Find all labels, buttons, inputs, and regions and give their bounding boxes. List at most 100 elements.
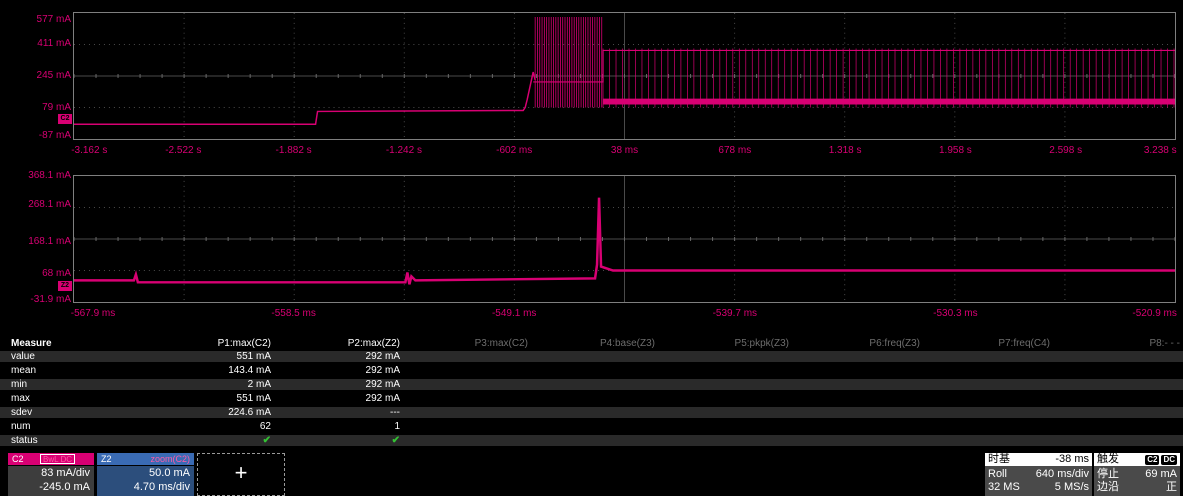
z2-trace <box>74 197 1175 285</box>
trigger-title: 触发 <box>1097 453 1119 465</box>
x-tick-label: -558.5 ms <box>271 308 316 319</box>
x-tick-label: -1.242 s <box>385 145 422 156</box>
c2-offset: -245.0 mA <box>39 481 90 493</box>
p2-sdev-value: --- <box>390 407 400 418</box>
zoom-grid-panel[interactable]: 368.1 mA 268.1 mA 168.1 mA 68 mA -31.9 m… <box>0 158 1183 325</box>
x-tick-label: -602 ms <box>496 145 533 156</box>
y-tick-label: 577 mA <box>36 14 71 25</box>
x-tick-label: 2.598 s <box>1049 145 1083 156</box>
y-tick-label: 245 mA <box>36 70 71 81</box>
x-tick-label: 1.958 s <box>938 145 972 156</box>
timebase-delay: -38 ms <box>1055 453 1089 465</box>
measure-row-status: status ✔ ✔ <box>0 435 1183 446</box>
p1-max-value: 551 mA <box>236 393 271 404</box>
measure-row-label: sdev <box>11 407 33 418</box>
y-tick-label: 79 mA <box>42 102 71 113</box>
c2-trace-marker[interactable]: C2 <box>58 114 72 124</box>
measure-title: Measure <box>11 338 52 349</box>
measure-row-label: max <box>11 393 30 404</box>
z2-trace-marker[interactable]: Z2 <box>58 281 72 291</box>
trigger-level: 69 mA <box>1145 468 1177 480</box>
x-tick-label: -520.9 ms <box>1132 308 1177 319</box>
p2-mean-value: 292 mA <box>365 365 400 376</box>
trigger-type: 边沿 <box>1097 481 1119 493</box>
c2-waveform-grid[interactable] <box>73 12 1176 140</box>
y-tick-label: 68 mA <box>42 268 71 279</box>
status-bar: C2 BwL DC 83 mA/div -245.0 mA Z2 zoom(C2… <box>0 451 1183 496</box>
measure-row-label: num <box>11 421 31 432</box>
z2-waveform-grid[interactable] <box>73 175 1176 303</box>
trigger-state: 停止 <box>1097 468 1119 480</box>
param-header-p4[interactable]: P4:base(Z3) <box>599 338 655 349</box>
measure-row-value: value 551 mA 292 mA <box>0 351 1183 362</box>
p1-sdev-value: 224.6 mA <box>228 407 271 418</box>
measure-row-min: min 2 mA 292 mA <box>0 379 1183 390</box>
measure-row-label: mean <box>11 365 37 376</box>
x-tick-label: 1.318 s <box>828 145 862 156</box>
z2-time-scale: 4.70 ms/div <box>133 481 190 493</box>
measure-table[interactable]: Measure P1:max(C2) P2:max(Z2) P3:max(C2)… <box>0 336 1183 451</box>
c2-trace-baseline <box>74 71 536 125</box>
p2-num-value: 1 <box>394 421 400 432</box>
x-tick-label: -3.162 s <box>71 145 108 156</box>
z2-source: zoom(C2) <box>150 454 190 464</box>
y-tick-label: 411 mA <box>37 38 71 49</box>
c2-vertical-scale: 83 mA/div <box>41 467 90 479</box>
z2-vertical-scale: 50.0 mA <box>149 467 190 479</box>
param-header-p1[interactable]: P1:max(C2) <box>217 338 271 349</box>
trigger-slope: 正 <box>1166 481 1177 493</box>
x-tick-label: -549.1 ms <box>491 308 537 319</box>
y-tick-label: -31.9 mA <box>30 294 71 305</box>
z2-descriptor-box[interactable]: Z2 zoom(C2) 50.0 mA 4.70 ms/div <box>97 453 194 496</box>
p2-status-value: ✔ <box>391 435 400 446</box>
measure-header-row: Measure P1:max(C2) P2:max(Z2) P3:max(C2)… <box>0 338 1183 349</box>
measure-row-label: status <box>11 435 38 446</box>
trigger-coupling-badge: DC <box>1161 455 1177 465</box>
timebase-sample-rate: 5 MS/s <box>1054 481 1089 493</box>
y-tick-label: 168.1 mA <box>28 236 71 247</box>
trigger-source-badge: C2 <box>1145 455 1160 465</box>
p2-value-value: 292 mA <box>365 351 400 362</box>
param-header-p2[interactable]: P2:max(Z2) <box>347 338 400 349</box>
param-header-p6[interactable]: P6:freq(Z3) <box>869 338 920 349</box>
param-header-p8[interactable]: P8:- - - <box>1149 338 1180 349</box>
timebase-mode: Roll <box>988 468 1007 480</box>
y-tick-label: -87 mA <box>38 130 71 141</box>
measure-row-num: num 62 1 <box>0 421 1183 432</box>
x-tick-label: -539.7 ms <box>712 308 758 319</box>
z2-waveform <box>74 176 1175 302</box>
y-tick-label: 368.1 mA <box>28 170 71 181</box>
z2-label: Z2 <box>101 454 112 464</box>
c2-descriptor-box[interactable]: C2 BwL DC 83 mA/div -245.0 mA <box>8 453 94 496</box>
trigger-source-badges: C2 DC <box>1143 453 1177 466</box>
p1-num-value: 62 <box>259 421 271 432</box>
x-tick-label: -2.522 s <box>165 145 202 156</box>
x-tick-label: 3.238 s <box>1143 145 1177 156</box>
param-header-p7[interactable]: P7:freq(C4) <box>998 338 1050 349</box>
timebase-box[interactable]: 时基 -38 ms Roll 640 ms/div 32 MS 5 MS/s <box>985 453 1092 496</box>
param-header-p5[interactable]: P5:pkpk(Z3) <box>734 338 789 349</box>
x-tick-label: -530.3 ms <box>933 308 978 319</box>
main-grid-panel[interactable]: 577 mA 411 mA 245 mA 79 mA -87 mA C2 -3.… <box>0 0 1183 158</box>
c2-trace-envelope <box>533 49 1175 83</box>
param-header-p3[interactable]: P3:max(C2) <box>474 338 528 349</box>
timebase-samples: 32 MS <box>988 481 1020 493</box>
measure-row-max: max 551 mA 292 mA <box>0 393 1183 404</box>
p2-min-value: 292 mA <box>365 379 400 390</box>
measure-row-sdev: sdev 224.6 mA --- <box>0 407 1183 418</box>
measure-row-label: min <box>11 379 28 390</box>
c2-label: C2 <box>12 454 24 464</box>
measure-row-label: value <box>11 351 35 362</box>
c2-waveform <box>74 13 1175 139</box>
x-tick-label: 678 ms <box>718 145 752 156</box>
x-tick-label: -1.882 s <box>275 145 312 156</box>
x-tick-label: 38 ms <box>610 145 639 156</box>
y-tick-label: 268.1 mA <box>28 199 71 210</box>
p1-value-value: 551 mA <box>236 351 271 362</box>
add-trace-button[interactable]: + <box>197 453 285 496</box>
c2-trace-pulses <box>602 48 1175 108</box>
x-tick-label: -567.9 ms <box>70 308 116 319</box>
c2-trace-burst <box>534 16 603 108</box>
trigger-box[interactable]: 触发 C2 DC 停止 69 mA 边沿 正 <box>1094 453 1180 496</box>
measure-row-mean: mean 143.4 mA 292 mA <box>0 365 1183 376</box>
